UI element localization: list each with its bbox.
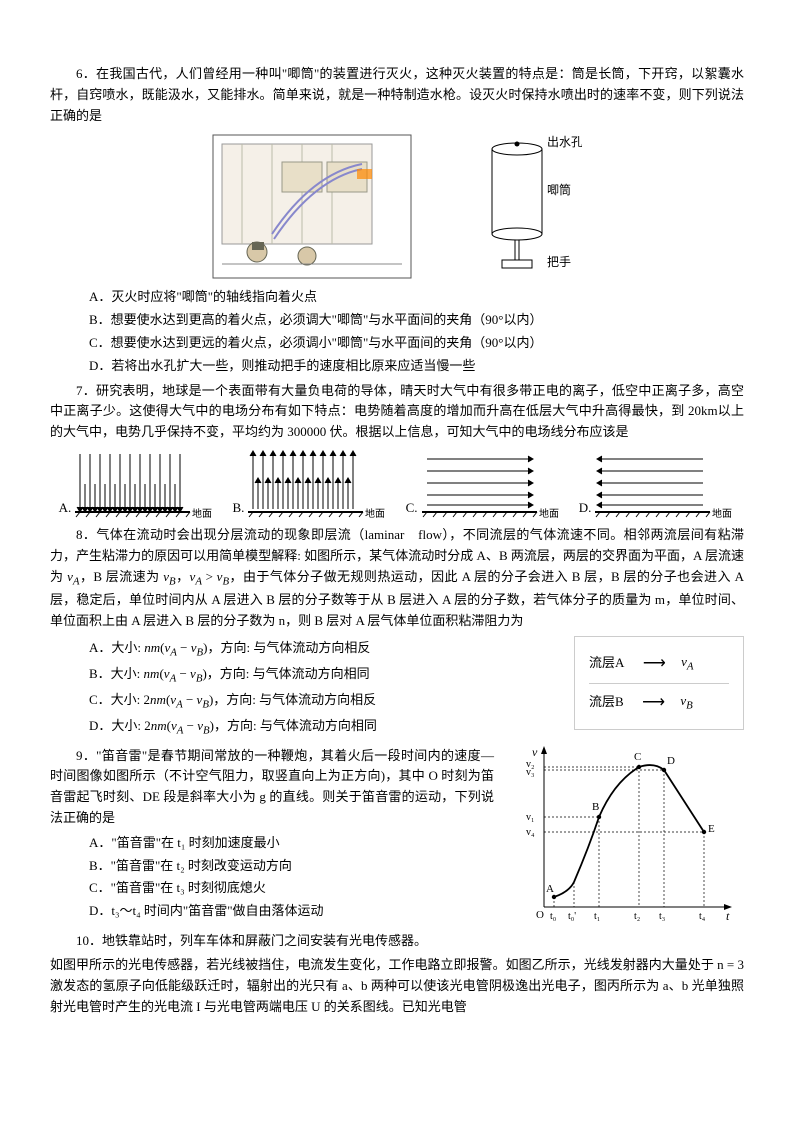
q7-label-b: B. (232, 498, 244, 519)
q6-opt-d: D．若将出水孔扩大一些，则推动把手的速度相比原来应适当慢一些 (89, 356, 744, 377)
q10-stem: 10．地铁靠站时，列车车体和屏蔽门之间安装有光电传感器。 (50, 931, 744, 952)
q9-opt-a: A．"笛音雷"在 t₁ 时刻加速度最小 (89, 833, 494, 854)
q7-label-a: A. (59, 498, 72, 519)
q6-stem: 6．在我国古代，人们曾经用一种叫"唧筒"的装置进行灭火，这种灭火装置的特点是：筒… (50, 64, 744, 126)
q7-diagram-b: 地面 (248, 449, 388, 519)
q8-stem: 8．气体在流动时会出现分层流动的现象即层流（laminar flow），不同流层… (50, 525, 744, 632)
svg-text:O: O (536, 909, 544, 921)
svg-text:t₄: t₄ (699, 911, 706, 922)
svg-text:C: C (634, 751, 641, 763)
q6-tube-label: 唧筒 (547, 182, 571, 197)
svg-text:D: D (667, 755, 675, 767)
svg-text:t₁: t₁ (594, 911, 600, 922)
q6-opt-a: A．灭火时应将"唧筒"的轴线指向着火点 (89, 287, 744, 308)
q8-opt-b: B．大小: nm(vA − vB)，方向: 与气体流动方向相同 (89, 664, 554, 688)
q6-opt-b: B．想要使水达到更高的着火点，必须调大"唧筒"与水平面间的夹角（90°以内） (89, 310, 744, 331)
svg-text:t₃: t₃ (659, 911, 665, 922)
svg-text:A: A (546, 883, 554, 895)
svg-text:v₂: v₂ (526, 759, 535, 770)
q6-figures: 出水孔 唧筒 把手 (50, 134, 744, 279)
svg-text:E: E (708, 823, 715, 835)
q8-figure: 流层A ⟶ vA 流层B ⟶ vB (574, 636, 744, 730)
q7-diagram-c: 地面 (422, 449, 562, 519)
q9-opt-c: C．"笛音雷"在 t₃ 时刻彻底熄火 (89, 878, 494, 899)
svg-text:v₁: v₁ (526, 812, 535, 823)
svg-text:v₄: v₄ (526, 827, 535, 838)
q9-opt-b: B．"笛音雷"在 t₂ 时刻改变运动方向 (89, 856, 494, 877)
q9-graph-container: v t O A B C D E t₀ t₀' t₁ t₂ t₃ t₄ v₁ (514, 742, 744, 927)
q10-body: 如图甲所示的光电传感器，若光线被挡住，电流发生变化，工作电路立即报警。如图乙所示… (50, 955, 744, 1017)
q8-options: A．大小: nm(vA − vB)，方向: 与气体流动方向相反 B．大小: nm… (89, 638, 554, 740)
q6-tube-diagram: 出水孔 唧筒 把手 (452, 134, 582, 279)
svg-text:t₀: t₀ (550, 911, 557, 922)
q6-opt-c: C．想要使水达到更远的着火点，必须调小"唧筒"与水平面间的夹角（90°以内） (89, 333, 744, 354)
q9-opt-d: D．t₃～t₄ 时间内"笛音雷"做自由落体运动 (89, 901, 494, 922)
q9-vt-graph: v t O A B C D E t₀ t₀' t₁ t₂ t₃ t₄ v₁ (514, 742, 739, 927)
q8-opt-a: A．大小: nm(vA − vB)，方向: 与气体流动方向相反 (89, 638, 554, 662)
svg-text:B: B (592, 801, 599, 813)
svg-text:v: v (532, 745, 538, 759)
q7-label-d: D. (579, 498, 592, 519)
q6-options: A．灭火时应将"唧筒"的轴线指向着火点 B．想要使水达到更高的着火点，必须调大"… (89, 287, 744, 376)
q8-opt-d: D．大小: 2nm(vA − vB)，方向: 与气体流动方向相同 (89, 716, 554, 740)
q7-diagram-a: 地面 (75, 449, 215, 519)
svg-text:t₀': t₀' (568, 911, 576, 922)
svg-text:地面: 地面 (365, 507, 385, 519)
q7-label-c: C. (406, 498, 418, 519)
svg-text:t: t (726, 909, 730, 923)
svg-text:地面: 地面 (712, 507, 732, 519)
q7-figures: A. (50, 449, 744, 519)
q6-handle-label: 把手 (547, 255, 571, 269)
svg-text:t₂: t₂ (634, 911, 640, 922)
q6-outlet-label: 出水孔 (547, 135, 582, 149)
svg-text:地面: 地面 (539, 507, 559, 519)
q8-opt-c: C．大小: 2nm(vA − vB)，方向: 与气体流动方向相反 (89, 690, 554, 714)
q7-diagram-d: 地面 (595, 449, 735, 519)
q7-stem: 7．研究表明，地球是一个表面带有大量负电荷的导体，晴天时大气中有很多带正电的离子… (50, 381, 744, 443)
q6-scene-illustration (212, 134, 412, 279)
q9-stem: 9．"笛音雷"是春节期间常放的一种鞭炮，其着火后一段时间内的速度—时间图像如图所… (50, 746, 494, 829)
q9-options: A．"笛音雷"在 t₁ 时刻加速度最小 B．"笛音雷"在 t₂ 时刻改变运动方向… (89, 833, 494, 922)
svg-text:地面: 地面 (192, 507, 212, 519)
